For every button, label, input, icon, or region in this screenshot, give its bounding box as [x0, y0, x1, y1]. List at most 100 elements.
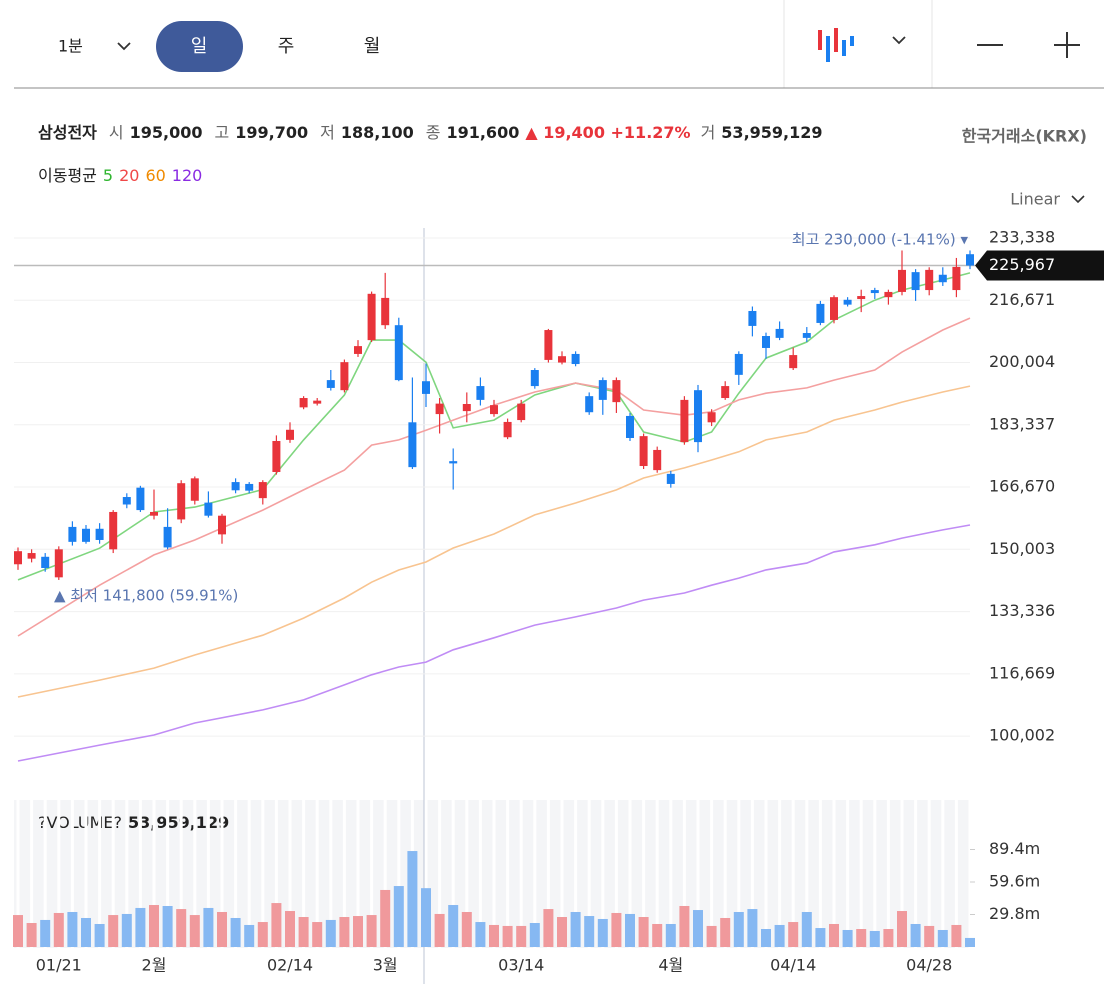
dropdown-chevron[interactable] [117, 42, 131, 51]
volume-bar [217, 911, 227, 947]
volume-bar [461, 911, 472, 947]
volume-bar [679, 905, 690, 947]
chart-type-icon[interactable] [818, 28, 854, 62]
ma-legend: 이동평균 5 20 60 120 [38, 166, 202, 185]
candle-body [258, 482, 267, 499]
interval-selected[interactable] [156, 21, 243, 72]
field-value: 53,959,129 [721, 123, 822, 142]
y-tick-label: 200,004 [989, 352, 1055, 371]
price-change: ▲ 19,400 +11.27% [525, 123, 690, 142]
candle-body [163, 526, 172, 548]
interval-month[interactable]: 월 [364, 36, 381, 57]
field-label: 거 [701, 123, 716, 142]
volume-bar [516, 925, 527, 947]
x-tick-label: 3월 [373, 956, 398, 975]
candle-body [639, 436, 648, 467]
volume-bar [257, 922, 268, 947]
volume-bar [298, 917, 309, 947]
candle-body [870, 290, 879, 294]
field-label: 시 [109, 123, 124, 142]
candle-body [27, 553, 36, 559]
x-tick-label: 04/28 [906, 956, 952, 975]
volume-bar [611, 912, 622, 947]
y-tick-label: 183,337 [989, 414, 1055, 433]
candle-body [666, 473, 675, 484]
candle-body [558, 356, 566, 363]
moving-average [17, 317, 971, 637]
volume-tick-label: 89.4m [989, 839, 1040, 858]
ma-legend-item: 60 [145, 166, 165, 185]
candle-body [313, 400, 322, 404]
candle-body [245, 483, 254, 491]
volume-value: 53,959,129 [128, 813, 229, 832]
y-tick-label: 100,002 [989, 726, 1055, 745]
volume-bar [407, 851, 418, 947]
volume-bar [67, 911, 78, 947]
field-label: 종 [426, 123, 441, 142]
volume-tick-label: 29.8m [989, 904, 1040, 923]
dropdown-chevron[interactable] [1071, 195, 1085, 204]
candle-body [707, 412, 716, 423]
volume-bar [842, 929, 853, 947]
candle-body [82, 528, 90, 542]
dropdown-chevron[interactable] [892, 36, 906, 45]
candle-body [925, 269, 934, 291]
volume-bar [393, 886, 404, 947]
volume-bar [856, 929, 867, 947]
current-price-label: 225,967 [989, 255, 1055, 274]
candle-body [748, 310, 757, 326]
ma-legend-item: 120 [172, 166, 203, 185]
volume-bar [584, 916, 595, 947]
volume-bar [557, 917, 567, 947]
candle-body [435, 403, 444, 415]
volume-bar [353, 916, 363, 947]
interval-week[interactable]: 주 [278, 36, 295, 57]
candle-body [449, 461, 458, 464]
volume-bar [815, 928, 826, 947]
x-tick-label: 02/14 [267, 956, 313, 975]
candle-body [816, 303, 825, 323]
x-tick-label: 04/14 [770, 956, 816, 975]
volume-bar [26, 923, 37, 947]
volume-bar [706, 925, 717, 947]
volume-bar [570, 911, 581, 947]
candle-body [857, 296, 866, 300]
candle-body [109, 511, 118, 550]
candle-body [340, 362, 349, 391]
candle-body [122, 497, 131, 505]
field-value: 191,600 [446, 123, 519, 142]
volume-bar [910, 923, 921, 947]
candle-body [721, 386, 730, 399]
candle-body [517, 403, 526, 421]
volume-bar [489, 924, 499, 947]
candle-body [626, 415, 634, 438]
y-tick-label: 166,670 [989, 477, 1055, 496]
candle-body [422, 381, 430, 394]
volume-bar [135, 907, 146, 947]
volume-bar [162, 905, 173, 947]
candle-body [95, 528, 104, 540]
candle-body [231, 482, 240, 491]
volume-bar [380, 889, 391, 947]
volume-bar [312, 922, 323, 947]
field-label: 고 [215, 123, 230, 142]
candle-body [734, 353, 743, 375]
field-value: 188,100 [341, 123, 414, 142]
volume-bar [652, 923, 663, 947]
candle-body [218, 515, 226, 535]
volume-bar [203, 907, 214, 947]
scale-mode[interactable]: Linear [1010, 190, 1060, 209]
volume-bar [665, 923, 676, 947]
volume-bar [366, 915, 377, 947]
volume-bar [285, 911, 295, 947]
zoom-in[interactable] [1054, 32, 1080, 58]
interval-minute[interactable]: 1분 [58, 37, 83, 56]
candle-body [544, 330, 553, 360]
volume-bar [325, 919, 336, 947]
volume-bar [421, 888, 431, 947]
volume-label: ?VOLUME? [38, 813, 122, 832]
interval-day[interactable]: 일 [191, 36, 208, 57]
candle-body [911, 272, 920, 291]
